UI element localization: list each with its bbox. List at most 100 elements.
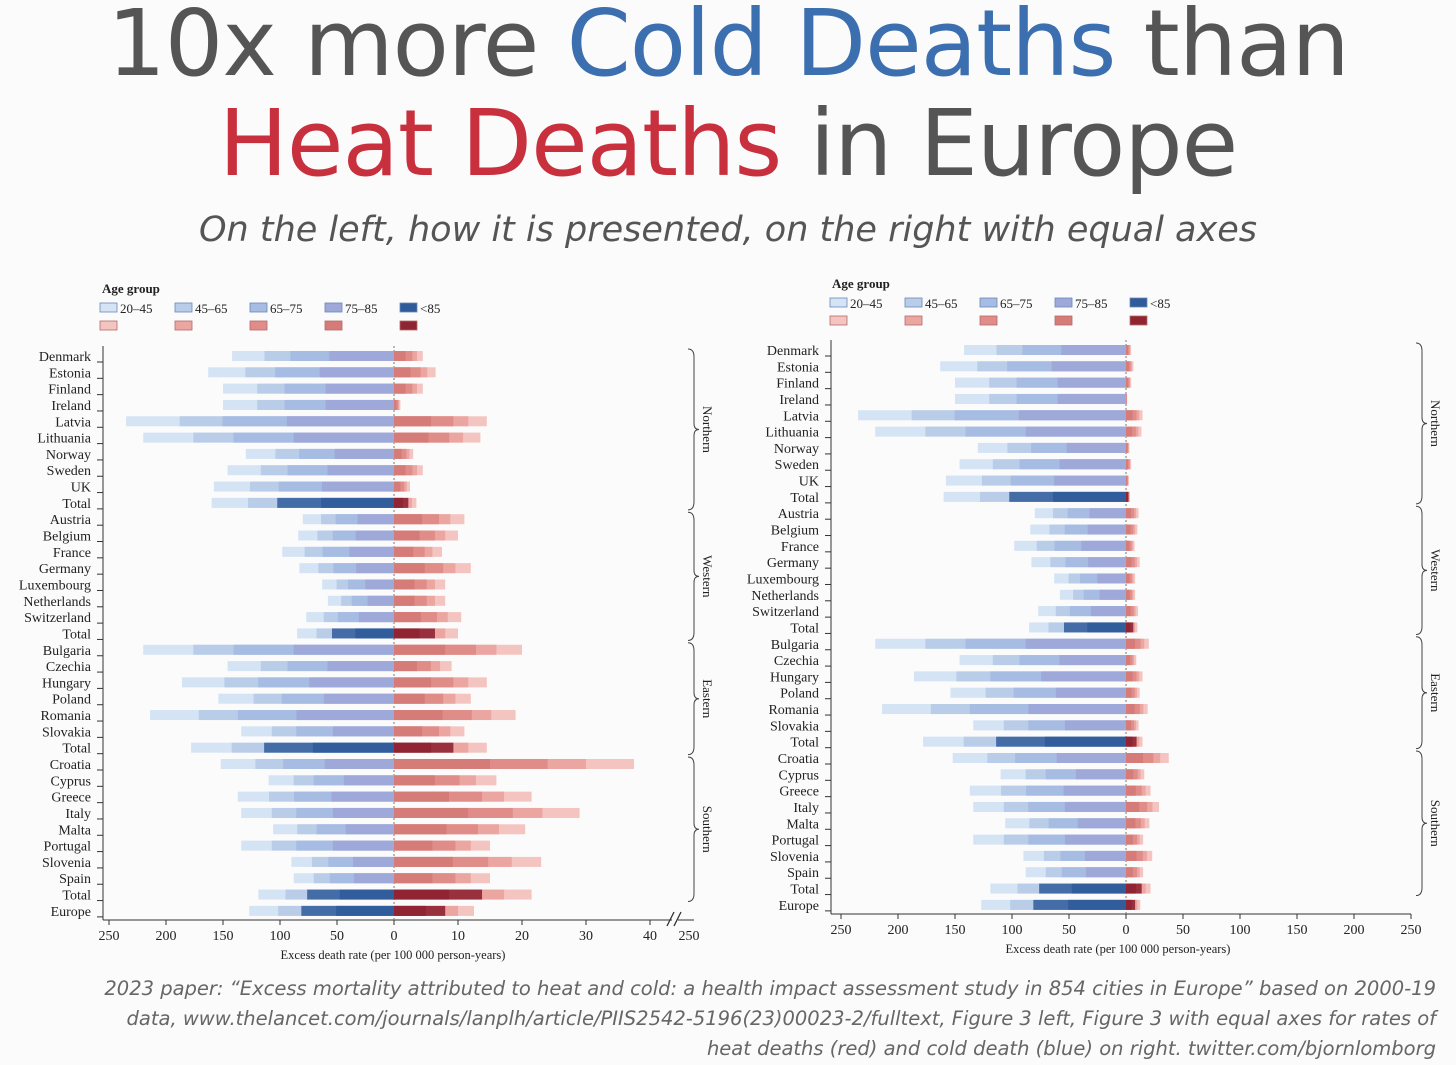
- cold-bar: [1057, 393, 1126, 404]
- cold-bar: [1044, 736, 1126, 747]
- heat-bar: [1126, 671, 1133, 682]
- cold-bar: [345, 824, 394, 835]
- x-tick-label: 100: [1230, 923, 1251, 938]
- heat-bar: [394, 432, 429, 443]
- category-label: Switzerland: [24, 611, 91, 626]
- x-tick-label: 100: [270, 929, 291, 944]
- legend-swatch-cold: [324, 302, 343, 313]
- cold-bar: [1090, 606, 1126, 617]
- category-label: Sweden: [47, 464, 91, 479]
- heat-bar: [394, 563, 425, 574]
- heat-bar: [1126, 573, 1130, 584]
- heat-bar: [1126, 426, 1133, 437]
- category-label: Switzerland: [752, 605, 819, 620]
- heat-bar: [394, 644, 446, 655]
- category-label: Malta: [786, 817, 819, 832]
- cold-bar: [327, 661, 394, 672]
- region-bracket: [1415, 750, 1428, 897]
- category-label: Luxembourg: [747, 572, 819, 587]
- headline-part3: in Europe: [781, 90, 1239, 197]
- category-label: Total: [790, 883, 819, 898]
- heat-bar: [394, 383, 406, 394]
- x-tick-label: 50: [1176, 923, 1190, 938]
- category-label: Slovakia: [770, 719, 820, 734]
- heat-bar: [1126, 345, 1129, 355]
- cold-bar: [321, 497, 394, 508]
- cold-bar: [367, 595, 394, 606]
- cold-bar: [309, 677, 394, 688]
- cold-bar: [356, 563, 394, 574]
- category-label: Estonia: [49, 366, 92, 381]
- cold-bar: [334, 448, 394, 459]
- category-label: Italy: [793, 801, 819, 816]
- headline: 10x more Cold Deaths than Heat Deaths in…: [0, 0, 1456, 194]
- category-label: Romania: [40, 709, 91, 724]
- region-bracket: [687, 642, 700, 756]
- cold-bar: [1055, 687, 1126, 698]
- legend-swatch-heat: [904, 315, 923, 326]
- cold-bar: [1075, 769, 1126, 780]
- cold-bar: [1057, 377, 1126, 388]
- legend-label: 65–75: [270, 301, 303, 316]
- category-label: Denmark: [39, 350, 91, 365]
- x-tick-label: 200: [888, 923, 909, 938]
- heat-bar: [394, 546, 414, 557]
- category-label: Poland: [52, 693, 91, 708]
- cold-bar: [353, 873, 394, 884]
- category-label: Czechia: [774, 654, 820, 669]
- legend-swatch-heat: [829, 315, 848, 326]
- legend-label: <85: [1150, 296, 1170, 311]
- heat-bar: [394, 579, 415, 590]
- heat-bar: [1126, 442, 1128, 453]
- legend-label: 20–45: [120, 301, 153, 316]
- x-tick-label: 20: [515, 929, 529, 944]
- category-label: Total: [790, 736, 819, 751]
- cold-bar: [355, 530, 394, 541]
- legend-label: 45–65: [925, 296, 958, 311]
- region-label: Eastern: [700, 679, 715, 718]
- category-label: Lithuania: [37, 432, 91, 447]
- cold-bar: [336, 905, 394, 916]
- category-label: Romania: [768, 703, 819, 718]
- legend-swatch-cold: [979, 297, 998, 308]
- heat-bar: [1126, 475, 1128, 486]
- region-bracket: [687, 348, 700, 511]
- heat-bar: [394, 351, 406, 361]
- legend-title: Age group: [832, 276, 890, 291]
- category-label: UK: [799, 475, 819, 490]
- category-label: Latvia: [783, 409, 820, 424]
- cold-bar: [1064, 720, 1126, 731]
- category-label: Germany: [767, 556, 819, 571]
- heat-bar: [394, 775, 435, 786]
- cold-bar: [355, 628, 394, 639]
- cold-bar: [1025, 426, 1126, 437]
- subtitle: On the left, how it is presented, on the…: [199, 210, 1257, 250]
- heat-bar: [394, 661, 418, 672]
- legend-swatch-cold: [1129, 297, 1148, 308]
- heat-bar: [1126, 655, 1131, 666]
- category-label: Belgium: [771, 524, 819, 539]
- heat-bar: [1126, 834, 1133, 845]
- footer-caption: 2023 paper: “Excess mortality attributed…: [20, 974, 1436, 1064]
- cold-bar: [357, 514, 394, 525]
- x-tick-label: 250: [99, 929, 120, 944]
- category-label: Austria: [50, 513, 92, 528]
- heat-bar: [1126, 801, 1140, 812]
- legend-label: 65–75: [1000, 296, 1033, 311]
- category-label: Netherlands: [751, 589, 819, 604]
- region-bracket: [1415, 505, 1428, 635]
- cold-bar: [296, 710, 394, 721]
- category-label: Total: [62, 627, 91, 642]
- category-label: Greece: [779, 785, 819, 800]
- heat-bar: [394, 612, 421, 623]
- x-tick-label: 150: [945, 923, 966, 938]
- heat-bar: [1126, 540, 1130, 551]
- cold-bar: [1051, 361, 1126, 372]
- cold-bar: [1097, 573, 1126, 584]
- legend-swatch-cold: [829, 297, 848, 308]
- cold-bar: [1087, 524, 1126, 535]
- headline-part2: than: [1115, 0, 1350, 97]
- category-label: France: [781, 540, 819, 555]
- category-label: Latvia: [55, 415, 92, 430]
- cold-bar: [332, 840, 394, 851]
